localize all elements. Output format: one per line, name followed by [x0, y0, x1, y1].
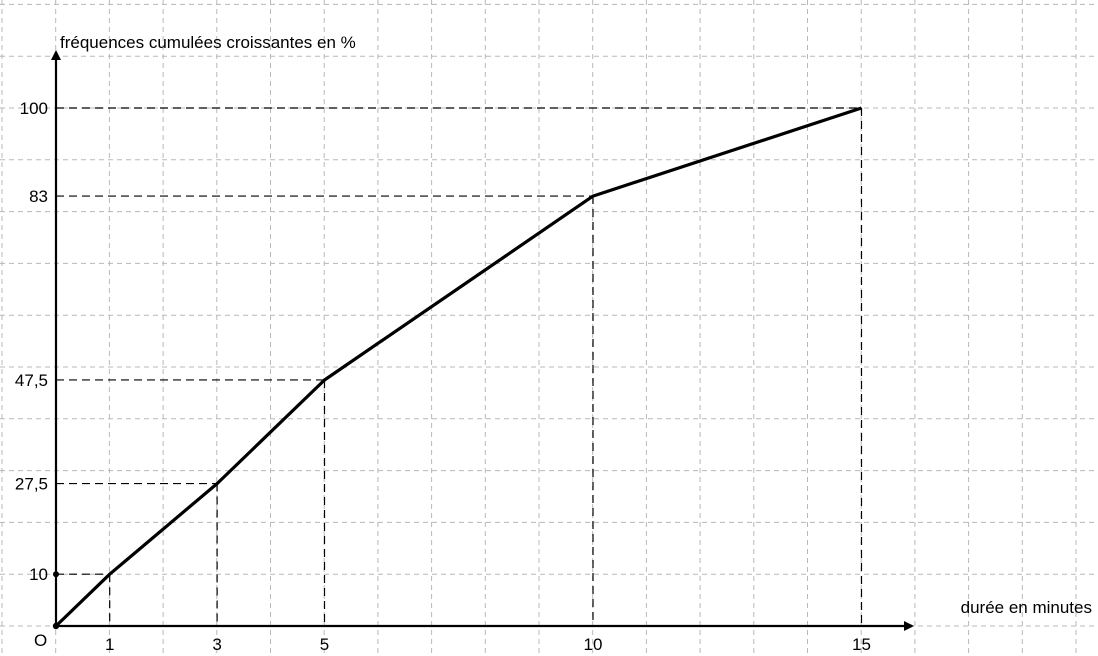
series-line — [52, 106, 862, 630]
x-tick-label: 10 — [584, 635, 603, 654]
x-tick-label: 1 — [105, 635, 114, 654]
x-axis-title: durée en minutes — [961, 598, 1092, 617]
y-tick-label: 83 — [29, 187, 48, 206]
y-tick-label: 100 — [20, 99, 48, 118]
y-axis-title: fréquences cumulées croissantes en % — [60, 33, 356, 52]
x-tick-label: 5 — [320, 635, 329, 654]
cumulative-curve — [54, 106, 862, 628]
y-marker-point — [53, 571, 59, 578]
tick-labels: 1 3 5 10 15 10 27,5 47,5 83 100 — [15, 99, 871, 654]
axes — [51, 50, 914, 631]
origin-label: O — [34, 631, 47, 650]
x-tick-label: 3 — [212, 635, 221, 654]
origin-point — [52, 622, 60, 630]
y-tick-label: 10 — [29, 565, 48, 584]
y-tick-label: 27,5 — [15, 475, 48, 494]
y-tick-label: 47,5 — [15, 371, 48, 390]
dashed-guides — [56, 107, 863, 626]
x-tick-label: 15 — [852, 635, 871, 654]
